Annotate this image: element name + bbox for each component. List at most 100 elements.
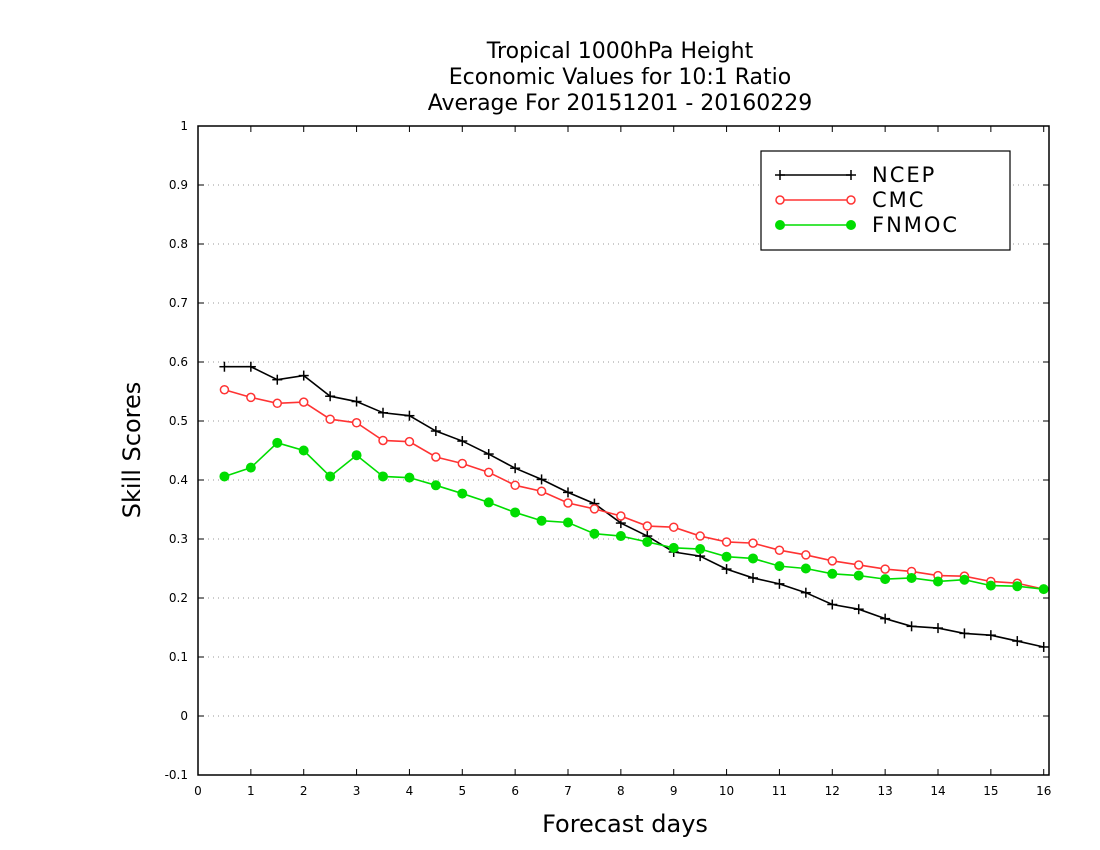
x-tick-label: 14 — [930, 784, 945, 798]
x-axis-title: Forecast days — [542, 810, 708, 838]
x-tick-label: 4 — [406, 784, 414, 798]
data-point-ncep — [800, 587, 811, 598]
data-point-cmc — [272, 398, 283, 409]
data-point-ncep — [351, 396, 362, 407]
data-point-fnmoc — [853, 570, 864, 581]
legend-label-cmc: CMC — [872, 188, 925, 212]
data-point-fnmoc — [219, 471, 230, 482]
data-point-cmc — [483, 467, 494, 478]
y-tick-label: -0.1 — [165, 768, 188, 782]
chart-title: Tropical 1000hPa Height Economic Values … — [428, 39, 813, 116]
legend-label-fnmoc: FNMOC — [872, 213, 959, 237]
data-point-fnmoc — [880, 574, 891, 585]
y-tick-label: 0.8 — [169, 237, 188, 251]
y-tick-label: 0.6 — [169, 355, 188, 369]
data-point-ncep — [378, 407, 388, 418]
data-point-fnmoc — [404, 472, 415, 483]
data-point-ncep — [933, 623, 943, 634]
data-point-cmc — [378, 435, 388, 446]
data-point-cmc — [801, 550, 811, 560]
y-axis: -0.1 0 0.1 0.2 0.3 0.4 0.5 0.6 0.7 0.8 0.9 1 — [165, 119, 1049, 782]
plot-frame — [197, 125, 1050, 776]
x-tick-label: 5 — [458, 784, 466, 798]
data-point-cmc — [668, 522, 679, 532]
y-tick-label: 0 — [180, 709, 188, 723]
data-point-ncep — [483, 449, 494, 460]
legend-item-fnmoc: FNMOC — [775, 213, 959, 237]
data-point-fnmoc — [563, 517, 573, 528]
x-tick-label: 12 — [825, 784, 840, 798]
data-point-fnmoc — [1012, 581, 1023, 592]
data-point-fnmoc — [933, 576, 943, 587]
chart-title-line-1: Tropical 1000hPa Height — [486, 39, 754, 64]
data-point-ncep — [245, 361, 256, 372]
x-tick-label: 3 — [353, 784, 361, 798]
data-point-fnmoc — [774, 561, 785, 572]
x-tick-label: 1 — [247, 784, 255, 798]
y-tick-label: 0.2 — [169, 591, 188, 605]
data-point-ncep — [219, 361, 230, 372]
x-tick-label: 9 — [670, 784, 678, 798]
data-point-ncep — [748, 572, 758, 583]
x-tick-label: 10 — [719, 784, 734, 798]
data-point-fnmoc — [668, 542, 679, 553]
y-tick-label: 0.5 — [169, 414, 188, 428]
data-point-fnmoc — [457, 488, 468, 499]
data-point-ncep — [959, 628, 970, 639]
data-point-ncep — [853, 604, 864, 615]
data-point-fnmoc — [800, 563, 811, 574]
data-point-cmc — [721, 537, 732, 547]
data-point-fnmoc — [298, 445, 309, 456]
data-point-cmc — [589, 504, 600, 514]
data-point-cmc — [536, 486, 547, 496]
legend-label-ncep: NCEP — [872, 163, 936, 187]
y-tick-label: 0.7 — [169, 296, 188, 310]
x-tick-label: 0 — [194, 784, 202, 798]
data-point-ncep — [563, 487, 573, 498]
x-tick-label: 15 — [983, 784, 998, 798]
data-point-fnmoc — [985, 580, 996, 591]
data-point-fnmoc — [245, 462, 256, 473]
data-point-cmc — [642, 521, 653, 531]
data-point-fnmoc — [351, 450, 362, 461]
data-point-fnmoc — [536, 515, 547, 526]
x-tick-label: 7 — [564, 784, 572, 798]
x-tick-label: 8 — [617, 784, 625, 798]
data-point-cmc — [351, 418, 362, 428]
x-tick-label: 13 — [878, 784, 893, 798]
data-point-fnmoc — [748, 553, 758, 564]
data-point-cmc — [695, 531, 705, 541]
data-point-fnmoc — [695, 544, 706, 555]
y-tick-label: 0.1 — [169, 650, 188, 664]
chart-title-line-2: Economic Values for 10:1 Ratio — [449, 65, 791, 90]
legend-marker-ncep — [846, 170, 856, 180]
data-point-fnmoc — [430, 480, 441, 491]
data-point-ncep — [325, 391, 336, 402]
data-point-cmc — [246, 392, 256, 403]
data-point-cmc — [853, 560, 864, 570]
data-point-ncep — [298, 370, 309, 381]
data-point-cmc — [510, 480, 520, 491]
legend-item-ncep: NCEP — [775, 163, 936, 187]
data-point-cmc — [880, 564, 890, 574]
y-tick-label: 0.9 — [169, 178, 188, 192]
data-point-fnmoc — [378, 471, 388, 482]
legend-marker-fnmoc — [846, 220, 856, 230]
data-point-ncep — [1012, 636, 1023, 647]
legend-marker-cmc — [775, 195, 785, 205]
data-point-fnmoc — [325, 471, 336, 482]
data-point-ncep — [906, 621, 917, 632]
data-point-ncep — [774, 578, 785, 589]
data-point-cmc — [827, 556, 838, 566]
y-axis-title: Skill Scores — [118, 382, 146, 519]
legend-marker-ncep — [775, 170, 785, 180]
data-point-ncep — [880, 613, 891, 624]
data-point-cmc — [404, 436, 415, 447]
data-point-ncep — [1038, 641, 1049, 652]
data-point-cmc — [298, 397, 309, 407]
data-point-ncep — [404, 410, 415, 421]
data-point-fnmoc — [510, 507, 521, 518]
data-point-ncep — [510, 463, 521, 474]
x-tick-label: 11 — [772, 784, 787, 798]
